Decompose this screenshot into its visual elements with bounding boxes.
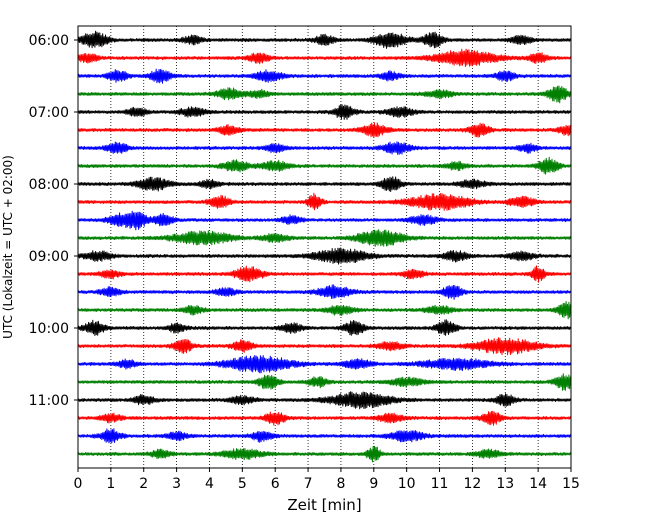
trace-0745 (77, 156, 572, 175)
x-tick-label-10: 10 (398, 476, 416, 492)
trace-0900 (77, 247, 572, 265)
trace-0615 (77, 48, 572, 68)
trace-1030 (77, 355, 572, 374)
trace-1145 (77, 445, 572, 463)
x-tick-label-2: 2 (139, 476, 148, 492)
x-tick-label-5: 5 (238, 476, 247, 492)
trace-0915 (77, 265, 572, 283)
x-tick-label-7: 7 (304, 476, 313, 492)
trace-1115 (77, 410, 572, 426)
trace-0630 (77, 68, 572, 84)
y-tick-label-06:00: 06:00 (29, 33, 69, 49)
y-axis-ticks: 06:00 07:00 08:00 09:00 10:00 11:00 (29, 33, 78, 409)
trace-1045 (77, 373, 572, 391)
trace-0700 (77, 104, 572, 120)
y-tick-label-09:00: 09:00 (29, 249, 69, 265)
trace-0830 (77, 210, 572, 231)
x-tick-label-12: 12 (463, 476, 481, 492)
x-tick-label-11: 11 (431, 476, 449, 492)
x-tick-label-9: 9 (369, 476, 378, 492)
plot-frame (77, 25, 572, 469)
trace-0730 (77, 141, 572, 155)
trace-0800 (77, 176, 572, 192)
y-tick-label-10:00: 10:00 (29, 321, 69, 337)
y-axis-label: UTC (Lokalzeit = UTC + 02:00) (1, 155, 15, 339)
y-tick-label-08:00: 08:00 (29, 177, 69, 193)
trace-1130 (77, 428, 572, 444)
y-tick-label-11:00: 11:00 (29, 393, 69, 409)
trace-1015 (77, 337, 572, 356)
x-tick-label-4: 4 (205, 476, 214, 492)
trace-0715 (77, 122, 572, 138)
trace-0815 (77, 192, 572, 211)
trace-0645 (77, 85, 572, 104)
x-tick-label-6: 6 (271, 476, 280, 492)
trace-0945 (77, 301, 572, 320)
x-tick-label-13: 13 (496, 476, 514, 492)
x-tick-label-3: 3 (172, 476, 181, 492)
x-tick-label-14: 14 (529, 476, 547, 492)
x-axis-ticks: 0 1 2 3 4 5 6 7 8 9 10 11 12 13 14 15 (74, 468, 580, 492)
trace-0930 (77, 284, 572, 300)
trace-1000 (77, 319, 572, 336)
trace-1100 (77, 391, 572, 410)
x-tick-label-1: 1 (106, 476, 115, 492)
trace-0845 (77, 229, 572, 247)
x-tick-label-0: 0 (74, 476, 83, 492)
x-axis-label: Zeit [min] (287, 496, 361, 514)
seismogram-traces (77, 30, 572, 463)
x-tick-label-15: 15 (562, 476, 580, 492)
trace-0600 (77, 30, 572, 49)
y-tick-label-07:00: 07:00 (29, 105, 69, 121)
x-tick-label-8: 8 (336, 476, 345, 492)
